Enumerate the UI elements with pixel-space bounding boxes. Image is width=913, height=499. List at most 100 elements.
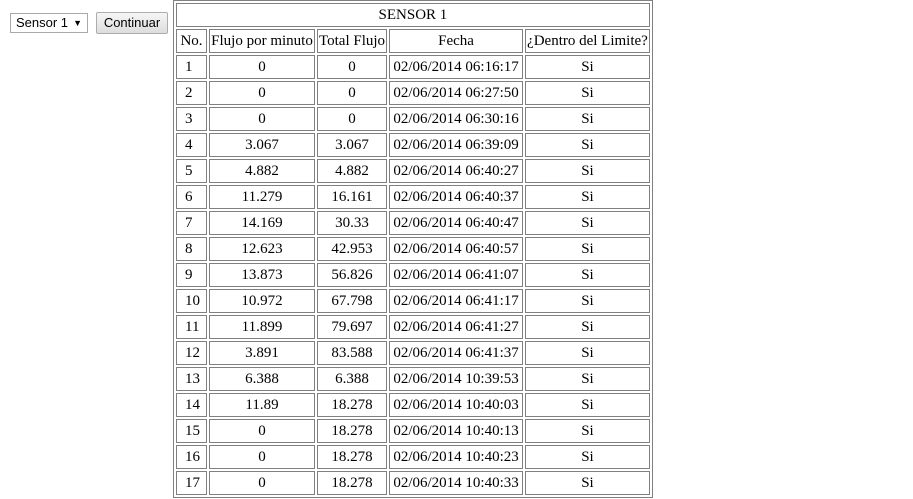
table-row: 16 0 18.278 02/06/2014 10:40:23 Si	[176, 445, 650, 469]
table-title: SENSOR 1	[176, 3, 650, 27]
cell-total-flujo: 18.278	[317, 445, 388, 469]
header-total-flujo: Total Flujo	[317, 29, 388, 53]
cell-fecha: 02/06/2014 06:40:47	[389, 211, 524, 235]
cell-dentro-del-limite: Si	[525, 237, 650, 261]
cell-flujo-por-minuto: 6.388	[209, 367, 315, 391]
controls-bar: Sensor 1 ▼ Continuar	[10, 12, 168, 34]
cell-no: 6	[176, 185, 207, 209]
table-row: 8 12.623 42.953 02/06/2014 06:40:57 Si	[176, 237, 650, 261]
continue-button[interactable]: Continuar	[96, 12, 168, 34]
cell-flujo-por-minuto: 13.873	[209, 263, 315, 287]
cell-no: 1	[176, 55, 207, 79]
cell-total-flujo: 16.161	[317, 185, 388, 209]
cell-no: 8	[176, 237, 207, 261]
cell-dentro-del-limite: Si	[525, 81, 650, 105]
cell-no: 11	[176, 315, 207, 339]
cell-dentro-del-limite: Si	[525, 471, 650, 495]
cell-fecha: 02/06/2014 06:16:17	[389, 55, 524, 79]
cell-fecha: 02/06/2014 10:40:23	[389, 445, 524, 469]
cell-total-flujo: 56.826	[317, 263, 388, 287]
cell-flujo-por-minuto: 10.972	[209, 289, 315, 313]
table-row: 9 13.873 56.826 02/06/2014 06:41:07 Si	[176, 263, 650, 287]
cell-dentro-del-limite: Si	[525, 55, 650, 79]
table-row: 17 0 18.278 02/06/2014 10:40:33 Si	[176, 471, 650, 495]
table-title-row: SENSOR 1	[176, 3, 650, 27]
cell-flujo-por-minuto: 11.89	[209, 393, 315, 417]
cell-no: 17	[176, 471, 207, 495]
cell-fecha: 02/06/2014 06:41:27	[389, 315, 524, 339]
cell-no: 4	[176, 133, 207, 157]
cell-flujo-por-minuto: 4.882	[209, 159, 315, 183]
cell-total-flujo: 0	[317, 55, 388, 79]
table-row: 15 0 18.278 02/06/2014 10:40:13 Si	[176, 419, 650, 443]
cell-fecha: 02/06/2014 10:40:33	[389, 471, 524, 495]
table-row: 11 11.899 79.697 02/06/2014 06:41:27 Si	[176, 315, 650, 339]
cell-flujo-por-minuto: 3.067	[209, 133, 315, 157]
cell-dentro-del-limite: Si	[525, 107, 650, 131]
cell-total-flujo: 6.388	[317, 367, 388, 391]
cell-flujo-por-minuto: 0	[209, 107, 315, 131]
table-row: 5 4.882 4.882 02/06/2014 06:40:27 Si	[176, 159, 650, 183]
cell-total-flujo: 83.588	[317, 341, 388, 365]
sensor-select-value: Sensor 1	[16, 15, 69, 30]
cell-flujo-por-minuto: 14.169	[209, 211, 315, 235]
cell-no: 2	[176, 81, 207, 105]
cell-flujo-por-minuto: 3.891	[209, 341, 315, 365]
header-no: No.	[176, 29, 207, 53]
cell-flujo-por-minuto: 0	[209, 471, 315, 495]
cell-dentro-del-limite: Si	[525, 133, 650, 157]
cell-total-flujo: 4.882	[317, 159, 388, 183]
cell-no: 15	[176, 419, 207, 443]
cell-flujo-por-minuto: 0	[209, 55, 315, 79]
table-row: 10 10.972 67.798 02/06/2014 06:41:17 Si	[176, 289, 650, 313]
cell-no: 5	[176, 159, 207, 183]
cell-flujo-por-minuto: 12.623	[209, 237, 315, 261]
cell-fecha: 02/06/2014 06:27:50	[389, 81, 524, 105]
cell-dentro-del-limite: Si	[525, 289, 650, 313]
cell-fecha: 02/06/2014 06:41:17	[389, 289, 524, 313]
dropdown-arrow-icon: ▼	[73, 18, 82, 28]
cell-no: 13	[176, 367, 207, 391]
cell-total-flujo: 3.067	[317, 133, 388, 157]
cell-flujo-por-minuto: 0	[209, 445, 315, 469]
cell-fecha: 02/06/2014 06:40:57	[389, 237, 524, 261]
cell-total-flujo: 0	[317, 81, 388, 105]
sensor-select[interactable]: Sensor 1 ▼	[10, 13, 88, 33]
cell-dentro-del-limite: Si	[525, 419, 650, 443]
cell-no: 7	[176, 211, 207, 235]
cell-total-flujo: 79.697	[317, 315, 388, 339]
cell-no: 14	[176, 393, 207, 417]
header-fecha: Fecha	[389, 29, 524, 53]
table-body: 1 0 0 02/06/2014 06:16:17 Si 2 0 0 02/06/2014 06…	[176, 55, 650, 495]
cell-fecha: 02/06/2014 06:40:37	[389, 185, 524, 209]
cell-fecha: 02/06/2014 06:39:09	[389, 133, 524, 157]
table-row: 12 3.891 83.588 02/06/2014 06:41:37 Si	[176, 341, 650, 365]
cell-fecha: 02/06/2014 10:39:53	[389, 367, 524, 391]
cell-total-flujo: 18.278	[317, 419, 388, 443]
header-dentro-del-limite: ¿Dentro del Limite?	[525, 29, 650, 53]
cell-flujo-por-minuto: 11.899	[209, 315, 315, 339]
cell-flujo-por-minuto: 11.279	[209, 185, 315, 209]
cell-total-flujo: 67.798	[317, 289, 388, 313]
cell-dentro-del-limite: Si	[525, 211, 650, 235]
table-row: 6 11.279 16.161 02/06/2014 06:40:37 Si	[176, 185, 650, 209]
cell-no: 9	[176, 263, 207, 287]
cell-dentro-del-limite: Si	[525, 341, 650, 365]
cell-total-flujo: 0	[317, 107, 388, 131]
cell-total-flujo: 42.953	[317, 237, 388, 261]
cell-dentro-del-limite: Si	[525, 315, 650, 339]
cell-fecha: 02/06/2014 06:41:37	[389, 341, 524, 365]
table-header-row: No. Flujo por minuto Total Flujo Fecha ¿…	[176, 29, 650, 53]
cell-no: 16	[176, 445, 207, 469]
cell-flujo-por-minuto: 0	[209, 419, 315, 443]
cell-dentro-del-limite: Si	[525, 445, 650, 469]
cell-total-flujo: 30.33	[317, 211, 388, 235]
cell-fecha: 02/06/2014 06:30:16	[389, 107, 524, 131]
cell-total-flujo: 18.278	[317, 393, 388, 417]
cell-total-flujo: 18.278	[317, 471, 388, 495]
sensor-table: SENSOR 1 No. Flujo por minuto Total Fluj…	[173, 0, 653, 498]
cell-fecha: 02/06/2014 10:40:03	[389, 393, 524, 417]
cell-fecha: 02/06/2014 06:40:27	[389, 159, 524, 183]
cell-dentro-del-limite: Si	[525, 263, 650, 287]
cell-no: 10	[176, 289, 207, 313]
